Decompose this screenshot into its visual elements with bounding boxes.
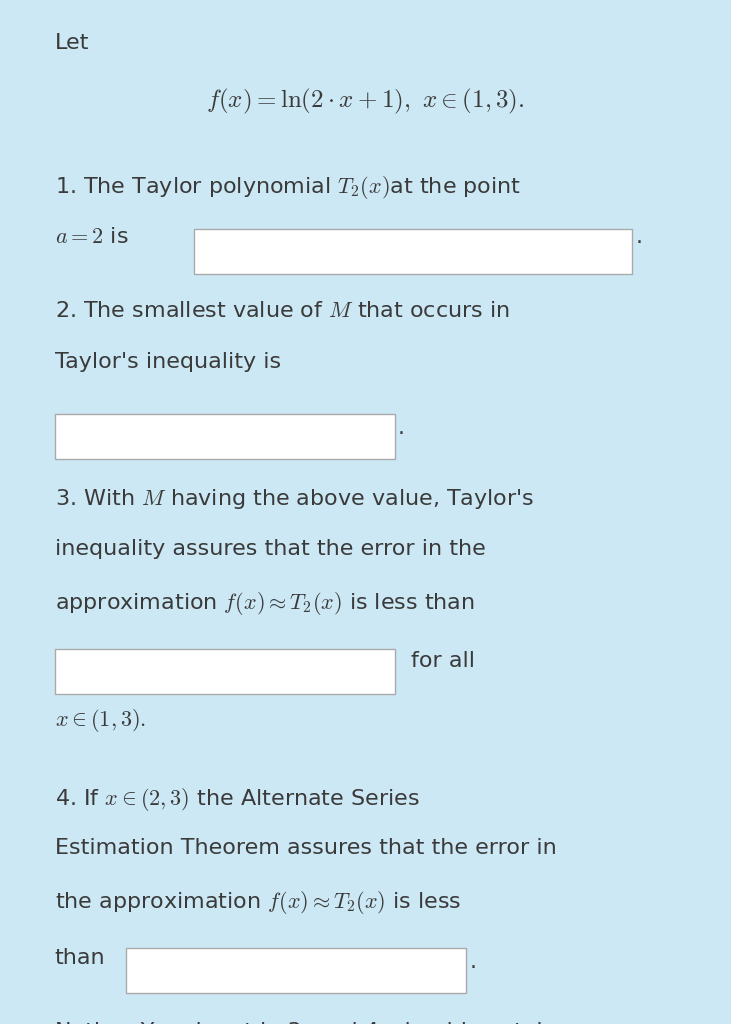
FancyBboxPatch shape <box>55 414 395 459</box>
Text: the approximation $f(x) \approx T_2(x)$ is less: the approximation $f(x) \approx T_2(x)$ … <box>55 889 461 915</box>
Text: than: than <box>55 948 105 969</box>
Text: 4. If $x \in (2, 3)$ the Alternate Series: 4. If $x \in (2, 3)$ the Alternate Serie… <box>55 786 420 813</box>
Text: Estimation Theorem assures that the error in: Estimation Theorem assures that the erro… <box>55 838 556 858</box>
Text: $f(x) = \ln(2 \cdot x + 1),\ x \in (1, 3).$: $f(x) = \ln(2 \cdot x + 1),\ x \in (1, 3… <box>206 87 525 116</box>
Text: $a = 2$ is: $a = 2$ is <box>55 227 129 248</box>
FancyBboxPatch shape <box>126 948 466 993</box>
Text: 3. With $M$ having the above value, Taylor's: 3. With $M$ having the above value, Tayl… <box>55 487 534 511</box>
FancyBboxPatch shape <box>194 229 632 274</box>
Text: .: . <box>398 418 405 438</box>
FancyBboxPatch shape <box>55 649 395 694</box>
Text: $x \in (1, 3).$: $x \in (1, 3).$ <box>55 707 146 733</box>
Text: approximation $f(x) \approx T_2(x)$ is less than: approximation $f(x) \approx T_2(x)$ is l… <box>55 590 474 616</box>
Text: 2. The smallest value of $M$ that occurs in: 2. The smallest value of $M$ that occurs… <box>55 301 510 322</box>
Text: .: . <box>469 952 477 973</box>
Text: for all: for all <box>411 651 475 672</box>
Text: 1. The Taylor polynomial $T_2(x)$at the point: 1. The Taylor polynomial $T_2(x)$at the … <box>55 174 521 201</box>
Text: .: . <box>636 227 643 248</box>
Text: Let: Let <box>55 33 89 53</box>
Text: Notice: Your input in 3. and 4. should contain: Notice: Your input in 3. and 4. should c… <box>55 1022 556 1024</box>
Text: Taylor's inequality is: Taylor's inequality is <box>55 352 281 373</box>
Text: inequality assures that the error in the: inequality assures that the error in the <box>55 539 485 559</box>
